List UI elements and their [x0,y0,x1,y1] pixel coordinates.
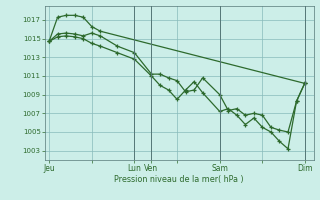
X-axis label: Pression niveau de la mer( hPa ): Pression niveau de la mer( hPa ) [114,175,244,184]
